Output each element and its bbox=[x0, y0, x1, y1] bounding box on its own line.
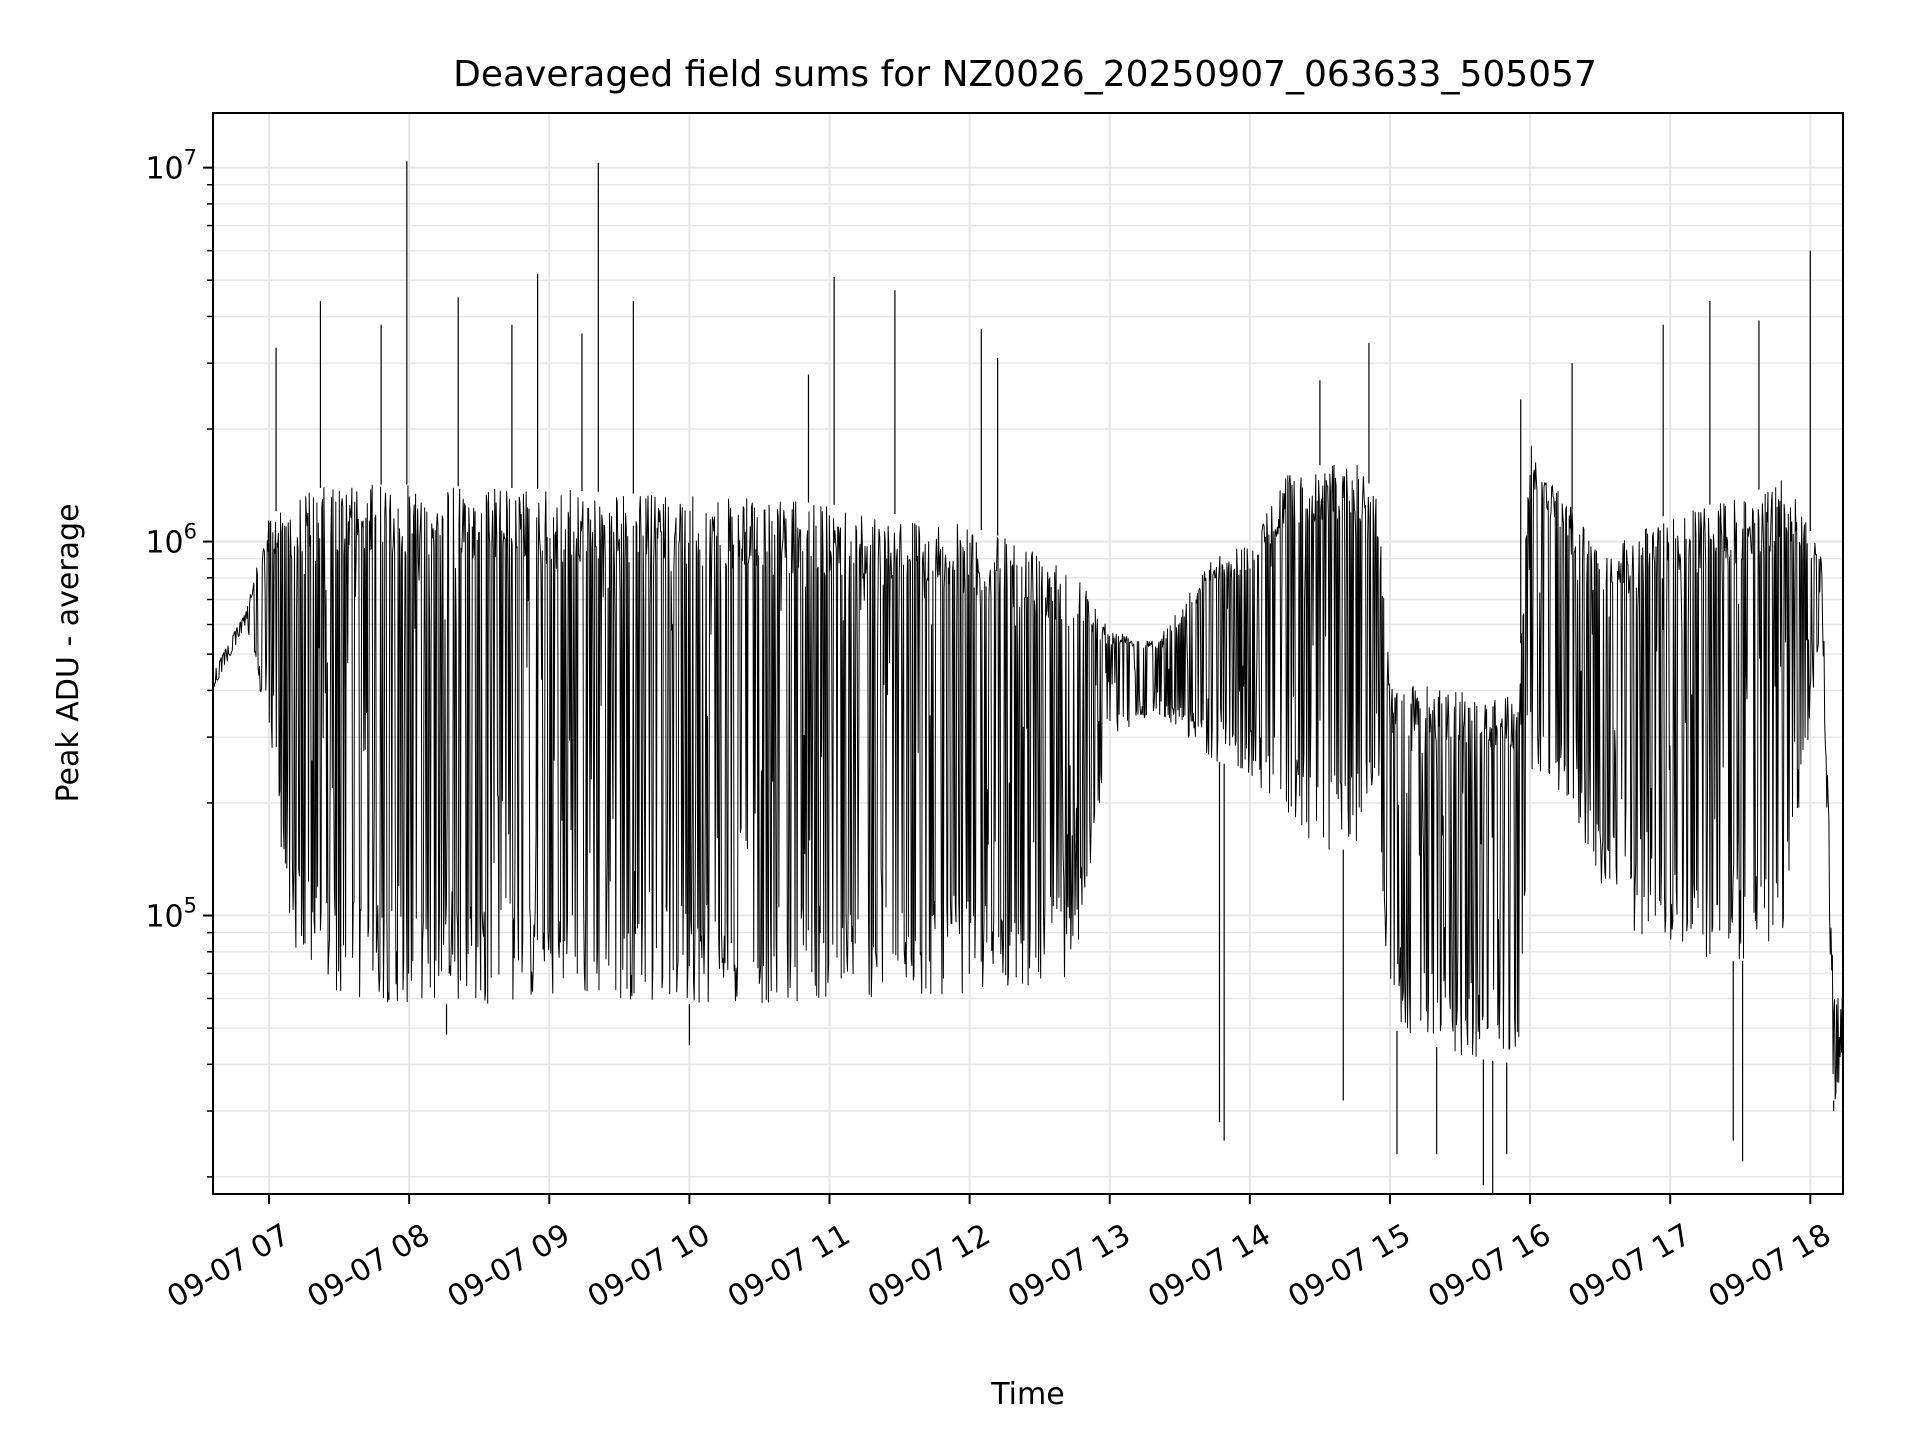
chart-title: Deaveraged field sums for NZ0026_2025090… bbox=[453, 54, 1597, 95]
y-axis-label: Peak ADU - average bbox=[51, 503, 86, 802]
y-tick-label: 107 bbox=[145, 146, 197, 187]
y-tick-label: 105 bbox=[145, 894, 197, 935]
data-series bbox=[213, 161, 1844, 1194]
y-axis-ticks: 105 106 107 bbox=[145, 146, 213, 1178]
series-line bbox=[213, 445, 1844, 1100]
x-axis-label: Time bbox=[990, 1377, 1064, 1412]
y-tick-label: 106 bbox=[145, 520, 197, 561]
